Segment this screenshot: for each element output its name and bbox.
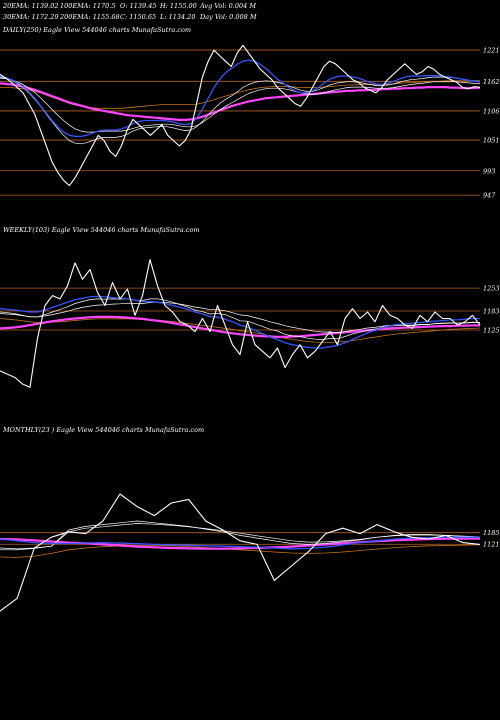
daily-ema-magenta-line xyxy=(0,82,481,122)
close-readout: C: 1150.65 xyxy=(120,13,156,21)
daily-level-tick-label: 1162 xyxy=(483,78,500,86)
daily-level-tick-label: 1051 xyxy=(483,137,500,145)
day-volume-readout: Day Vol: 0.008 M xyxy=(199,13,257,21)
monthly-chart-panel: 1185 1121 xyxy=(0,493,500,612)
daily-ema-white-1-line xyxy=(0,76,481,145)
ema30-readout: 30EMA: 1172.29 xyxy=(3,13,59,21)
daily-level-tick-label: 1106 xyxy=(483,107,500,115)
monthly-ema-white-2-line xyxy=(0,523,481,551)
daily-level-tick-label: 947 xyxy=(483,192,496,200)
daily-level-tick-label: 1221 xyxy=(483,47,500,55)
ema200-readout: 200EMA: 1155.68 xyxy=(59,13,120,21)
weekly-level-tick-label: 1253 xyxy=(483,285,500,293)
daily-chart-panel: 1221 1162 1106 1051 993 947 xyxy=(0,44,500,200)
weekly-ema-orange-line xyxy=(0,318,481,343)
ema100-readout: 100EMA: 1170.5 xyxy=(60,2,116,10)
ema20-readout: 20EMA: 1139.02 xyxy=(2,2,59,10)
avg-volume-readout: Avg Vol: 0.004 M xyxy=(199,2,256,10)
weekly-ema-blue-line xyxy=(0,295,480,349)
monthly-panel-label: MONTHLY(23 ) Eagle View 544046 charts Mu… xyxy=(2,426,204,434)
weekly-level-tick-label: 1183 xyxy=(483,308,500,316)
weekly-ema-magenta-line xyxy=(0,315,480,338)
high-readout: H: 1155.00 xyxy=(159,2,197,10)
monthly-price-line xyxy=(0,493,481,612)
daily-level-tick-label: 993 xyxy=(483,167,495,175)
monthly-level-tick-label: 1185 xyxy=(483,529,500,537)
open-readout: O: 1139.45 xyxy=(120,2,156,10)
weekly-price-line xyxy=(0,259,481,388)
weekly-panel-label: WEEKLY(103) Eagle View 544046 charts Mun… xyxy=(3,226,200,234)
monthly-ema-white-1-line xyxy=(0,520,481,550)
daily-price-line xyxy=(0,44,481,187)
monthly-level-tick-label: 1121 xyxy=(483,541,500,549)
weekly-level-tick-label: 1125 xyxy=(483,327,500,335)
weekly-ema-white-2-line xyxy=(0,301,481,333)
daily-ema-white-2-line xyxy=(0,77,480,133)
monthly-ema-blue-line xyxy=(0,536,480,550)
daily-panel-label: DAILY(250) Eagle View 544046 charts Muna… xyxy=(2,26,191,34)
weekly-chart-panel: 1253 1183 1125 xyxy=(0,259,500,388)
ohlc-header: 20EMA: 1139.02 100EMA: 1170.5 O: 1139.45… xyxy=(2,2,257,21)
daily-ema-blue-line xyxy=(0,59,481,138)
low-readout: L: 1134.20 xyxy=(159,13,195,21)
monthly-ema-orange-line xyxy=(0,544,481,558)
